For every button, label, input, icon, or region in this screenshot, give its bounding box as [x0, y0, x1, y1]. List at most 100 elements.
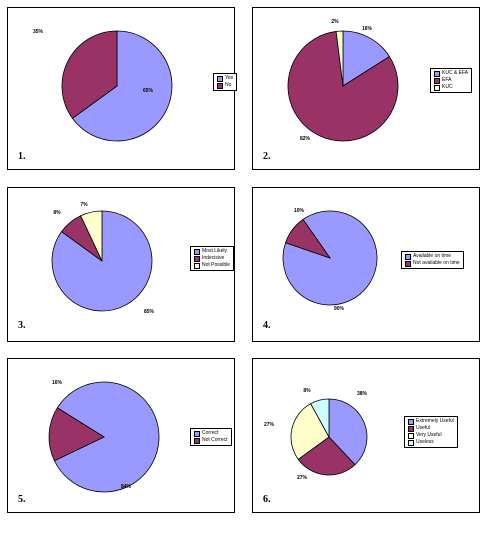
pie-chart-2: 16% 82% 2% [287, 19, 399, 142]
legend-item: Most Likely [194, 248, 230, 255]
slice-percent-label: 82% [300, 136, 311, 142]
chart-panel-3: 85% 8% 7% Most Likely Indecisive Not Possible… [7, 187, 235, 342]
legend-swatch [408, 418, 414, 425]
slice-percent-label: 84% [121, 484, 132, 490]
chart-panel-1: 65% 35% Yes No 1. [7, 7, 238, 170]
legend-label: Very Useful [416, 432, 442, 438]
legend-swatch [217, 82, 223, 89]
legend-label: Not Correct [202, 437, 228, 443]
chart-panel-4: 90% 10% Available on time Not available on … [252, 187, 480, 342]
legend-swatch [217, 75, 223, 82]
pie-slice [328, 398, 368, 466]
legend-label: No [225, 82, 232, 88]
legend-label: KUC & EFA [442, 70, 469, 76]
pie-slice [61, 30, 118, 119]
slice-percent-label: 35% [33, 29, 44, 35]
pie-chart-1: 65% 35% [33, 29, 173, 142]
slice-percent-label: 8% [53, 210, 61, 216]
legend-item: Available on time [405, 253, 460, 260]
chart-panel-2: 16% 82% 2% KUC & EFA EFA KUC 2. [252, 7, 480, 170]
legend-swatch [405, 253, 411, 260]
legend-item: Not available on time [405, 260, 460, 267]
pie-slice [297, 436, 356, 476]
legend-swatch [194, 255, 200, 262]
panel-number: 3. [18, 320, 26, 331]
legend-swatch [434, 77, 440, 84]
slice-percent-label: 38% [357, 391, 368, 397]
legend-swatch [405, 260, 411, 267]
legend-swatch [408, 425, 414, 432]
slice-percent-label: 10% [294, 208, 305, 214]
legend-label: EFA [442, 77, 452, 83]
panel-number: 1. [18, 151, 26, 162]
legend-item: Correct [194, 430, 228, 437]
legend-swatch [434, 70, 440, 77]
legend-label: Useful [416, 425, 431, 431]
legend-item: Useless [408, 439, 454, 446]
legend-label: Extremely Useful [416, 418, 454, 424]
chart-panel-5: 84% 16% Correct Not Correct 5. [7, 358, 235, 513]
legend-swatch [194, 437, 200, 444]
pie-slice [290, 403, 330, 460]
legend-swatch [408, 432, 414, 439]
legend-item: Useful [408, 425, 454, 432]
slice-percent-label: 16% [52, 380, 63, 386]
chart-legend: Correct Not Correct [190, 428, 232, 446]
panel-number: 6. [263, 494, 271, 505]
legend-label: Useless [416, 439, 434, 445]
pie-slice [48, 407, 105, 462]
legend-item: KUC [434, 84, 468, 91]
legend-label: Most Likely [202, 248, 228, 254]
legend-swatch [408, 439, 414, 446]
legend-swatch [194, 262, 200, 269]
slice-percent-label: 90% [334, 306, 345, 312]
legend-label: KUC [442, 84, 453, 90]
legend-item: Yes [217, 75, 233, 82]
pie-slice [285, 218, 332, 259]
legend-swatch [194, 430, 200, 437]
slice-percent-label: 16% [362, 26, 373, 32]
pie-chart-3: 85% 8% 7% [51, 202, 155, 315]
slice-percent-label: 7% [80, 202, 88, 208]
slice-percent-label: 27% [297, 475, 308, 481]
legend-item: Very Useful [408, 432, 454, 439]
chart-legend: KUC & EFA EFA KUC [430, 68, 473, 93]
chart-legend: Available on time Not available on time [401, 251, 464, 269]
legend-label: Not Possible [202, 262, 231, 268]
slice-percent-label: 65% [143, 88, 154, 94]
pie-slice [310, 398, 330, 438]
legend-item: Extremely Useful [408, 418, 454, 425]
pie-slice [71, 30, 173, 142]
slice-percent-label: 2% [331, 19, 339, 25]
legend-item: KUC & EFA [434, 70, 468, 77]
panel-number: 2. [263, 151, 271, 162]
chart-legend: Most Likely Indecisive Not Possible [190, 246, 235, 271]
pie-slice [335, 30, 344, 87]
chart-legend: Extremely Useful Useful Very Useful Useless [404, 416, 458, 448]
pie-slice [80, 210, 103, 262]
slice-percent-label: 85% [144, 309, 155, 315]
legend-item: No [217, 82, 233, 89]
chart-legend: Yes No [213, 73, 238, 91]
legend-label: Not available on time [413, 260, 460, 266]
pie-chart-6: 38% 27% 27% 8% [264, 388, 368, 481]
legend-label: Indecisive [202, 255, 225, 261]
legend-label: Correct [202, 430, 219, 436]
legend-item: Indecisive [194, 255, 230, 262]
chart-panel-6: 38% 27% 27% 8% Extremely Useful Useful Very Us… [252, 358, 480, 513]
panel-number: 5. [18, 494, 26, 505]
legend-swatch [194, 248, 200, 255]
pie-chart-4: 90% 10% [282, 208, 378, 312]
legend-item: Not Possible [194, 262, 230, 269]
pie-slice [342, 30, 390, 87]
pie-slice [53, 381, 160, 493]
legend-label: Available on time [413, 253, 451, 259]
legend-label: Yes [225, 75, 234, 81]
pie-chart-5: 84% 16% [48, 380, 160, 493]
legend-swatch [434, 84, 440, 91]
slice-percent-label: 8% [303, 388, 311, 394]
legend-item: Not Correct [194, 437, 228, 444]
slice-percent-label: 27% [264, 422, 275, 428]
panel-number: 4. [263, 320, 271, 331]
pie-slice [287, 30, 399, 142]
